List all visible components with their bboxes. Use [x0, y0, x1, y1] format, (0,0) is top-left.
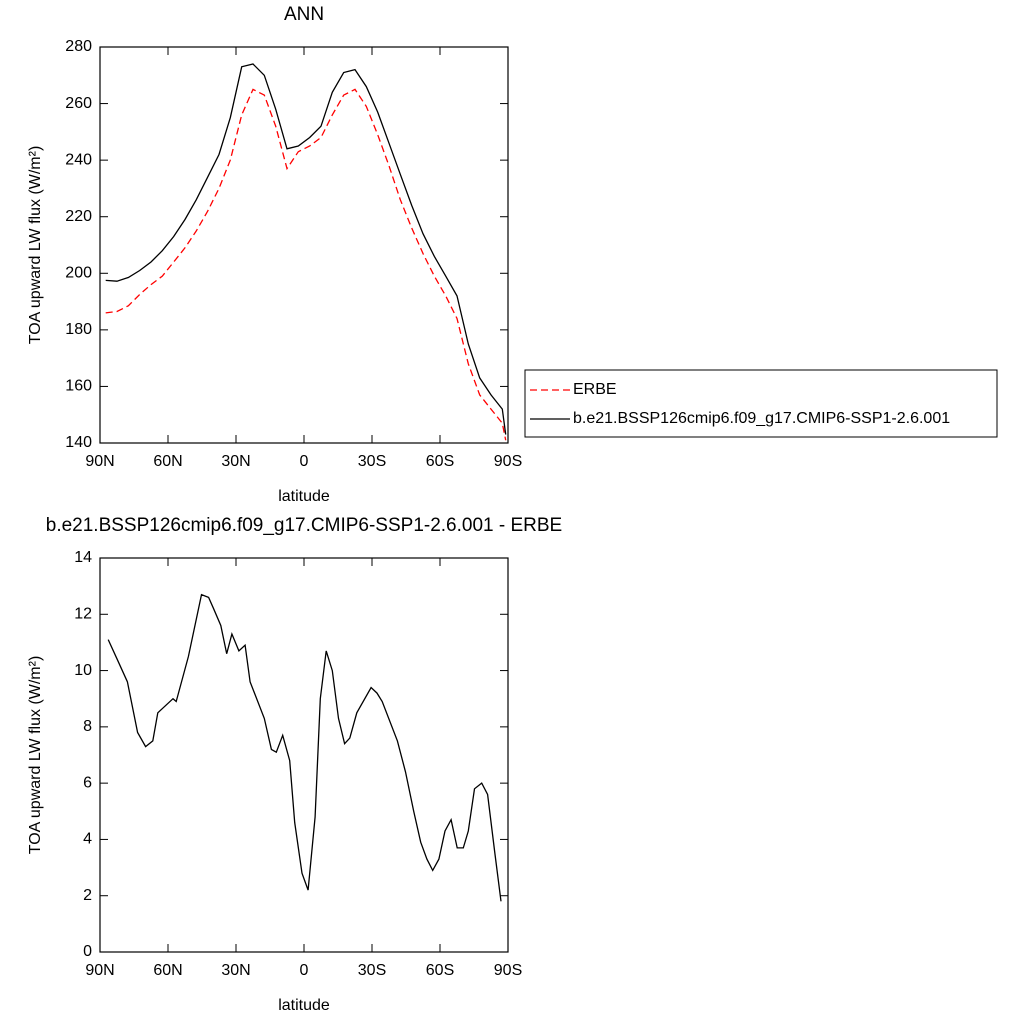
legend-label: b.e21.BSSP126cmip6.f09_g17.CMIP6-SSP1-2.… [573, 410, 950, 427]
y-tick-label: 180 [65, 321, 92, 338]
chart-title: b.e21.BSSP126cmip6.f09_g17.CMIP6-SSP1-2.… [46, 515, 562, 536]
y-tick-label: 8 [83, 718, 92, 735]
chart-title: ANN [284, 4, 324, 25]
data-line [107, 593, 502, 902]
x-tick-label: 60N [153, 962, 182, 979]
x-tick-label: 90N [85, 453, 114, 470]
y-tick-label: 4 [83, 831, 92, 848]
x-tick-label: 30S [358, 962, 386, 979]
y-tick-label: 14 [74, 549, 92, 566]
y-tick-label: 12 [74, 606, 92, 623]
plot-frame [99, 46, 509, 444]
plot-frame [99, 557, 509, 953]
x-tick-label: 90N [85, 962, 114, 979]
x-tick-label: 0 [300, 962, 309, 979]
y-tick-label: 200 [65, 265, 92, 282]
x-tick-label: 90S [494, 453, 522, 470]
x-tick-label: 90S [494, 962, 522, 979]
x-tick-label: 30N [221, 453, 250, 470]
y-axis-label: TOA upward LW flux (W/m²) [27, 656, 44, 855]
x-tick-label: 0 [300, 453, 309, 470]
x-tick-label: 30S [358, 453, 386, 470]
y-tick-label: 220 [65, 208, 92, 225]
x-axis-label: latitude [278, 488, 330, 505]
y-tick-label: 0 [83, 943, 92, 960]
x-tick-label: 60S [426, 453, 454, 470]
data-line [105, 63, 507, 435]
y-tick-label: 2 [83, 887, 92, 904]
y-tick-label: 160 [65, 378, 92, 395]
x-axis-label: latitude [278, 997, 330, 1014]
legend-label: ERBE [573, 381, 617, 398]
y-axis-label: TOA upward LW flux (W/m²) [27, 146, 44, 345]
y-tick-label: 240 [65, 151, 92, 168]
y-tick-label: 10 [74, 662, 92, 679]
y-tick-label: 280 [65, 38, 92, 55]
y-tick-label: 260 [65, 95, 92, 112]
x-tick-label: 60N [153, 453, 182, 470]
x-tick-label: 60S [426, 962, 454, 979]
data-line [105, 88, 507, 441]
x-tick-label: 30N [221, 962, 250, 979]
y-tick-label: 6 [83, 774, 92, 791]
legend-box [524, 369, 998, 438]
y-tick-label: 140 [65, 434, 92, 451]
